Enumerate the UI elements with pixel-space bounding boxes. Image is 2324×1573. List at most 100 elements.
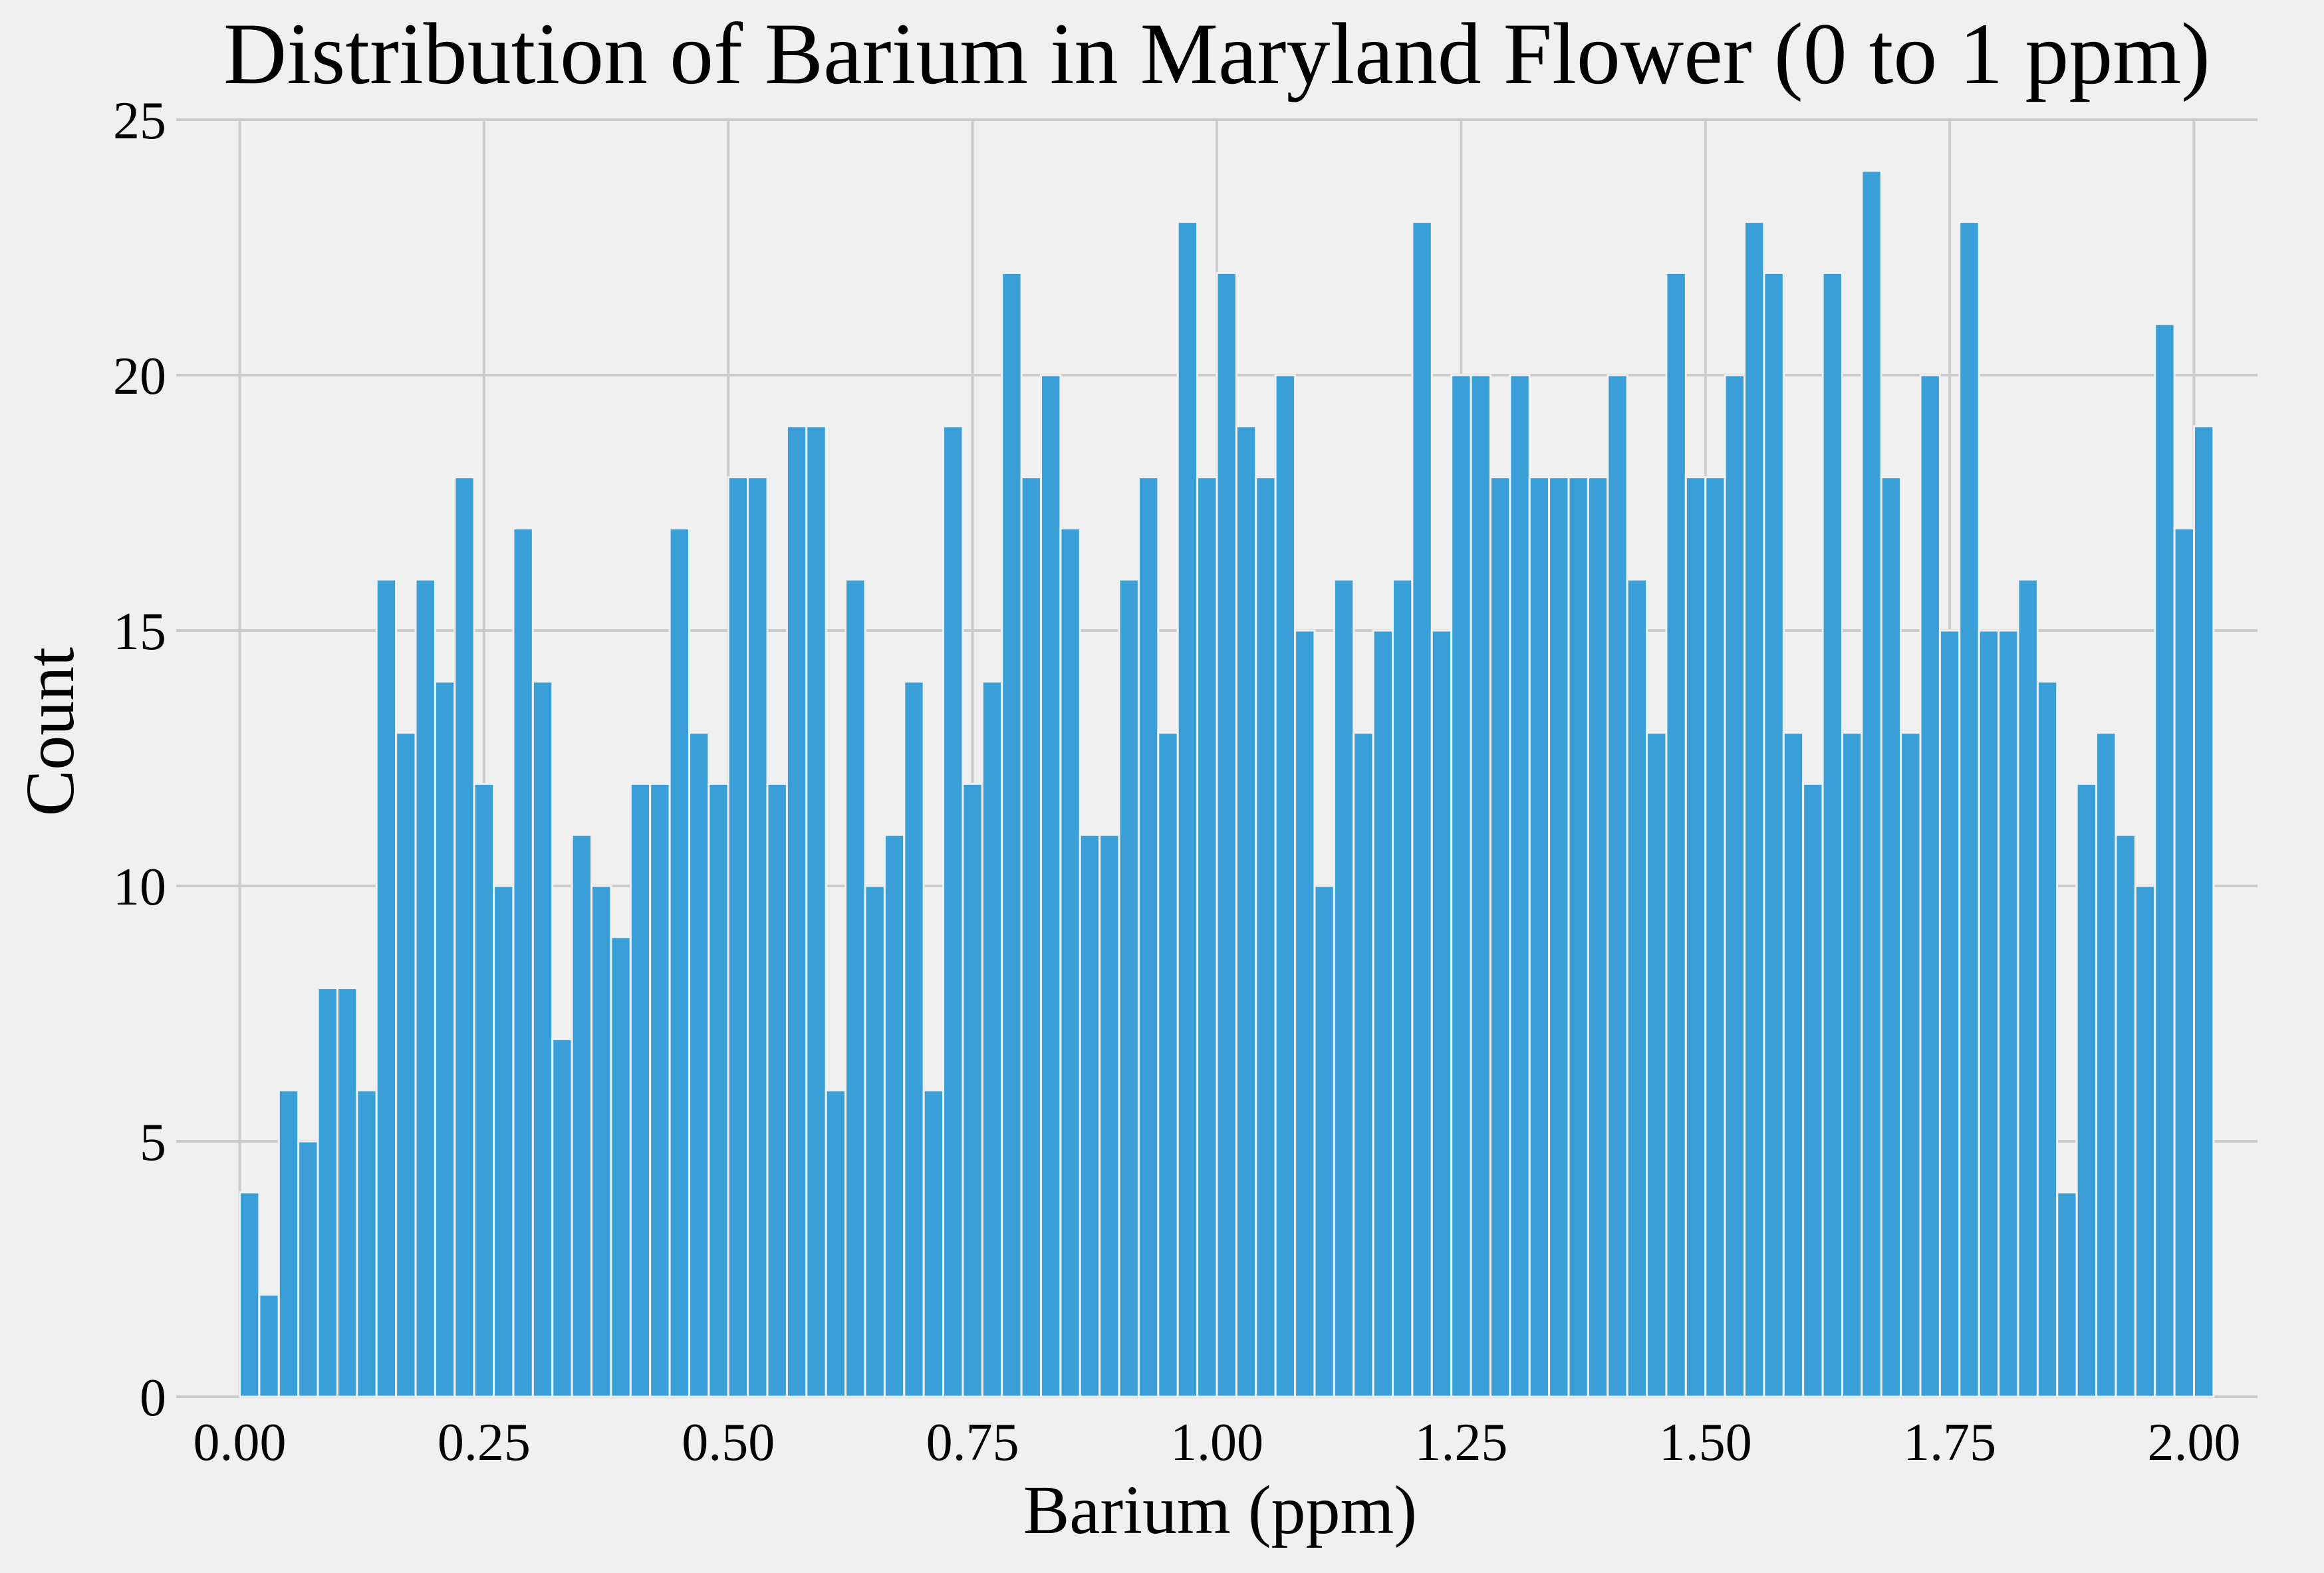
histogram-bar	[1567, 476, 1589, 1398]
histogram-bar	[1763, 271, 1785, 1398]
histogram-bar	[922, 1089, 945, 1398]
histogram-bar	[1743, 221, 1765, 1398]
histogram-bar	[2115, 833, 2136, 1398]
histogram-bar	[1274, 374, 1297, 1398]
x-tick-label: 0.00	[194, 1413, 287, 1472]
histogram-bar	[2036, 680, 2059, 1398]
y-tick-label: 15	[113, 603, 166, 661]
histogram-bar	[1861, 170, 1882, 1398]
histogram-bar	[277, 1089, 300, 1398]
x-tick-label: 0.25	[438, 1413, 531, 1472]
histogram-bar	[1587, 476, 1609, 1398]
histogram-bar	[1001, 271, 1023, 1398]
histogram-bar	[1821, 271, 1843, 1398]
histogram-bar	[1450, 374, 1472, 1398]
histogram-bar	[571, 833, 593, 1398]
histogram-bar	[2173, 527, 2195, 1398]
histogram-bar	[903, 680, 925, 1398]
histogram-bar	[473, 782, 495, 1398]
histogram-bar	[356, 1089, 378, 1398]
histogram-bar	[493, 885, 515, 1398]
histogram-bar	[1020, 476, 1042, 1398]
histogram-bar	[1509, 374, 1531, 1398]
x-tick-label: 2.00	[2147, 1413, 2240, 1472]
histogram-bar	[531, 680, 554, 1398]
histogram-bar	[1665, 271, 1687, 1398]
histogram-bar	[590, 885, 612, 1398]
histogram-bar	[629, 782, 652, 1398]
y-axis-label: Count	[12, 647, 88, 816]
histogram-bar	[1607, 374, 1628, 1398]
histogram-bar	[1118, 578, 1140, 1398]
x-tick-label: 1.50	[1659, 1413, 1752, 1472]
histogram-bar	[395, 732, 417, 1398]
histogram-bar	[708, 782, 729, 1398]
histogram-bar	[1548, 476, 1570, 1398]
histogram-bar	[1802, 782, 1824, 1398]
histogram-bar	[942, 425, 964, 1398]
bars	[239, 170, 2215, 1398]
histogram-bar	[1626, 578, 1648, 1398]
histogram-bar	[1196, 476, 1218, 1398]
y-tick-label: 25	[113, 92, 166, 150]
histogram-bar	[1059, 527, 1081, 1398]
histogram-bar	[551, 1038, 573, 1398]
histogram-bar	[375, 578, 398, 1398]
histogram-bar	[1333, 578, 1355, 1398]
histogram-bar	[336, 987, 358, 1398]
histogram-bar	[1978, 629, 2000, 1398]
histogram-bar	[2192, 425, 2215, 1398]
histogram-bar	[1646, 732, 1668, 1398]
histogram-bar	[844, 578, 866, 1398]
histogram-bar	[1782, 732, 1805, 1398]
histogram-bar	[239, 1191, 261, 1398]
histogram-bar	[1098, 833, 1120, 1398]
histogram-bar	[805, 425, 827, 1398]
histogram-bar	[1353, 732, 1374, 1398]
histogram-bar	[1176, 221, 1199, 1398]
histogram-bar	[434, 680, 456, 1398]
histogram-bar	[1998, 629, 2019, 1398]
histogram-bar	[1919, 374, 1941, 1398]
histogram-bar	[1528, 476, 1551, 1398]
histogram-bar	[1255, 476, 1277, 1398]
histogram-bar	[1470, 374, 1491, 1398]
histogram-bar	[1039, 374, 1062, 1398]
histogram-bar	[785, 425, 808, 1398]
histogram-bar	[747, 476, 769, 1398]
histogram-bar	[2017, 578, 2039, 1398]
histogram-bar	[317, 987, 338, 1398]
y-tick-labels: 0 5 10 15 20 25	[113, 92, 166, 1427]
histogram-bar	[1235, 425, 1257, 1398]
histogram-bar	[1841, 732, 1863, 1398]
histogram-bar	[825, 1089, 847, 1398]
histogram-bar	[1137, 476, 1160, 1398]
histogram-bar	[2056, 1191, 2078, 1398]
x-axis-label: Barium (ppm)	[1023, 1472, 1417, 1548]
histogram-bar	[1079, 833, 1101, 1398]
x-tick-labels: 0.00 0.25 0.50 0.75 1.00 1.25 1.50 1.75 2.00	[194, 1413, 2241, 1472]
y-tick-label: 10	[113, 858, 166, 917]
histogram-bar	[1294, 629, 1316, 1398]
histogram-bar	[1880, 476, 1902, 1398]
histogram-bar	[2134, 885, 2156, 1398]
histogram-bar	[688, 732, 710, 1398]
histogram-bar	[1372, 629, 1394, 1398]
histogram-bar	[649, 782, 671, 1398]
y-tick-label: 5	[140, 1113, 166, 1172]
x-tick-label: 0.75	[926, 1413, 1019, 1472]
histogram-bar	[962, 782, 983, 1398]
histogram-bar	[1157, 732, 1179, 1398]
histogram-bar	[512, 527, 534, 1398]
x-tick-label: 1.25	[1414, 1413, 1507, 1472]
histogram-bar	[668, 527, 690, 1398]
histogram-bar	[1724, 374, 1746, 1398]
histogram-bar	[2154, 323, 2176, 1398]
histogram-bar	[1704, 476, 1726, 1398]
histogram-bar	[883, 833, 906, 1398]
histogram-bar	[1411, 221, 1433, 1398]
x-tick-label: 0.50	[682, 1413, 775, 1472]
histogram-bar	[766, 782, 788, 1398]
histogram-bar	[1938, 629, 1961, 1398]
